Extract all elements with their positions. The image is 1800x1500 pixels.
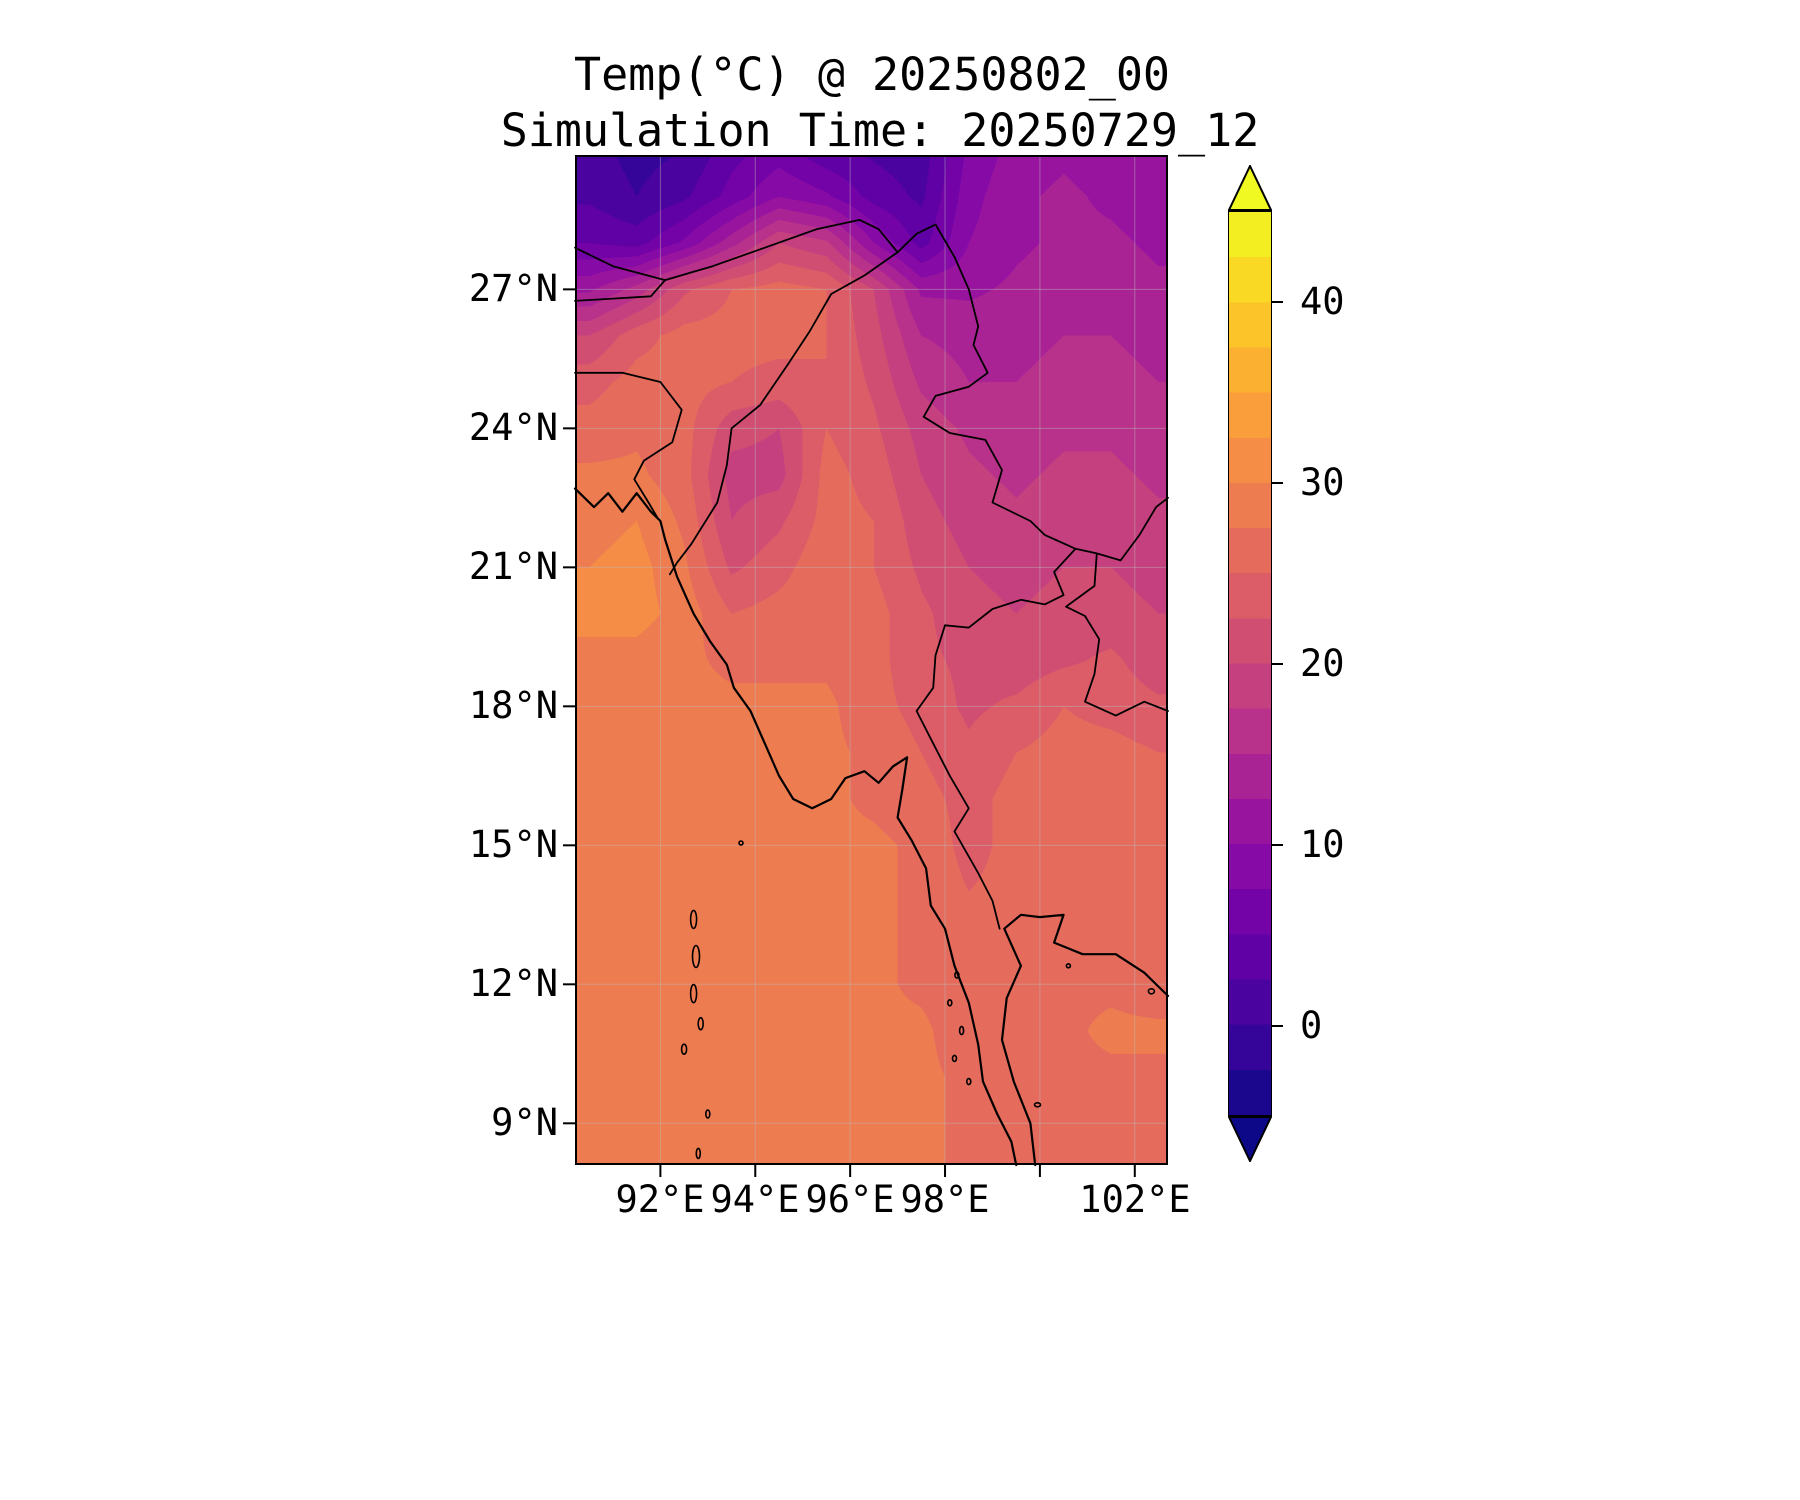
x-tick-label-96e: 96°E <box>805 1178 895 1221</box>
island-outline <box>738 840 744 846</box>
island-outline <box>689 983 698 1004</box>
country-border-path <box>574 371 683 520</box>
figure-subtitle: Simulation Time: 20250729_12 <box>500 104 1260 157</box>
island-outline <box>680 1043 688 1056</box>
colorbar-tick <box>1272 1024 1283 1027</box>
y-tick-label-27n: 27°N <box>468 267 558 310</box>
y-tick-label-15n: 15°N <box>468 823 558 866</box>
colorbar-tick <box>1272 481 1283 484</box>
y-tick-label-21n: 21°N <box>468 545 558 588</box>
colorbar-tick-label-0: 0 <box>1300 1004 1323 1047</box>
coastline-path <box>1000 913 1170 1167</box>
y-tick-label-18n: 18°N <box>468 684 558 727</box>
country-border-path <box>915 547 1077 930</box>
colorbar-tick <box>1272 300 1283 303</box>
island-outline <box>1033 1101 1042 1108</box>
map-overlay <box>563 155 1170 1177</box>
x-tick-label-92e: 92°E <box>615 1178 705 1221</box>
colorbar-tick-label-20: 20 <box>1300 642 1345 685</box>
colorbar-tick-label-40: 40 <box>1300 280 1345 323</box>
x-tick-label-102e: 102°E <box>1079 1178 1191 1221</box>
country-border-path <box>669 251 899 576</box>
coastline-path <box>573 487 1018 1167</box>
island-outline <box>1065 962 1072 969</box>
map-frame <box>575 155 1168 1165</box>
island-outline <box>958 1025 965 1036</box>
colorbar-tick <box>1272 843 1283 846</box>
colorbar-extend-min-arrow-icon <box>1228 1116 1272 1162</box>
colorbar <box>1228 165 1283 1162</box>
colorbar-tick-label-10: 10 <box>1300 823 1345 866</box>
y-tick-label-12n: 12°N <box>468 962 558 1005</box>
temperature-field-canvas <box>575 155 1168 1165</box>
figure-title: Temp(°C) @ 20250802_00 <box>573 48 1171 101</box>
map-panel <box>563 155 1170 1177</box>
island-outline <box>697 1016 704 1031</box>
x-tick-label-94e: 94°E <box>710 1178 800 1221</box>
island-outline <box>954 971 960 979</box>
island-outline <box>965 1077 972 1086</box>
country-border-path <box>1065 552 1169 717</box>
island-outline <box>1147 987 1156 995</box>
y-tick-label-9n: 9°N <box>491 1101 558 1144</box>
colorbar-tick <box>1272 662 1283 665</box>
island-outline <box>946 998 953 1007</box>
island-outline <box>705 1109 711 1119</box>
island-outline <box>691 944 701 969</box>
island-outline <box>951 1054 958 1063</box>
colorbar-extend-max-arrow-icon <box>1228 165 1272 211</box>
y-tick-label-24n: 24°N <box>468 406 558 449</box>
colorbar-tick-label-30: 30 <box>1300 461 1345 504</box>
island-outline <box>695 1147 702 1160</box>
country-border-path <box>574 279 666 302</box>
x-tick-label-98e: 98°E <box>900 1178 990 1221</box>
island-outline <box>689 909 698 930</box>
colorbar-gradient <box>1228 211 1272 1116</box>
